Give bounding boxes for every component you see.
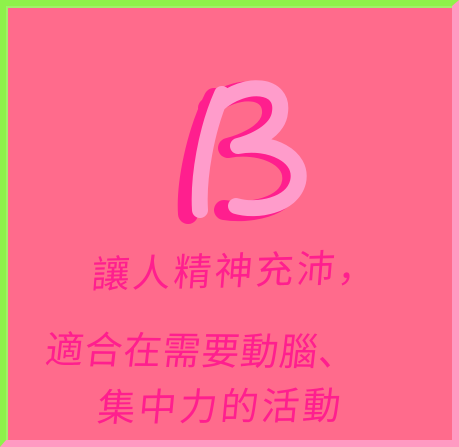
letter-b-logo bbox=[177, 80, 307, 224]
caption-line-2: 適合在需要動腦、 bbox=[43, 328, 361, 375]
caption-line-3: 集中力的活動 bbox=[95, 383, 346, 431]
logo-stroke-front bbox=[191, 80, 307, 218]
caption-line-1: 讓人精神充沛， bbox=[89, 245, 381, 298]
